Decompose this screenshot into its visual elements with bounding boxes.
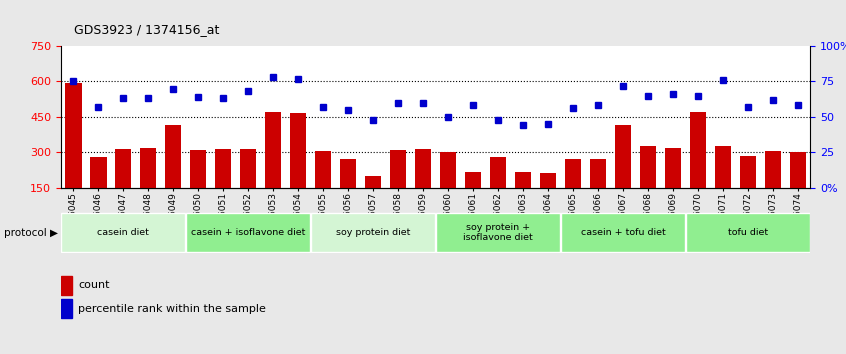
Bar xyxy=(540,173,556,188)
Text: percentile rank within the sample: percentile rank within the sample xyxy=(78,304,266,314)
Text: count: count xyxy=(78,280,109,291)
Bar xyxy=(140,148,157,188)
Bar xyxy=(290,113,306,188)
FancyBboxPatch shape xyxy=(311,213,435,252)
Bar xyxy=(640,146,656,188)
FancyBboxPatch shape xyxy=(561,213,685,252)
Bar xyxy=(665,148,681,188)
Bar xyxy=(215,149,232,188)
Bar xyxy=(690,112,706,188)
Bar xyxy=(91,157,107,188)
Text: soy protein diet: soy protein diet xyxy=(336,228,410,237)
Text: GDS3923 / 1374156_at: GDS3923 / 1374156_at xyxy=(74,23,220,36)
Text: casein diet: casein diet xyxy=(97,228,149,237)
Bar xyxy=(590,159,607,188)
Bar xyxy=(340,159,356,188)
FancyBboxPatch shape xyxy=(437,213,560,252)
Bar xyxy=(65,82,81,188)
Bar xyxy=(465,172,481,188)
Bar xyxy=(265,112,282,188)
Bar xyxy=(765,151,781,188)
Text: protocol ▶: protocol ▶ xyxy=(4,228,58,238)
Bar xyxy=(415,149,431,188)
FancyBboxPatch shape xyxy=(186,213,310,252)
Text: casein + tofu diet: casein + tofu diet xyxy=(580,228,666,237)
Bar xyxy=(115,149,131,188)
Text: casein + isoflavone diet: casein + isoflavone diet xyxy=(191,228,305,237)
Bar xyxy=(365,176,382,188)
FancyBboxPatch shape xyxy=(62,213,185,252)
Bar xyxy=(740,156,756,188)
Bar xyxy=(515,172,531,188)
Bar xyxy=(715,146,731,188)
Text: tofu diet: tofu diet xyxy=(728,228,768,237)
Bar xyxy=(165,125,181,188)
Bar xyxy=(61,299,72,318)
Bar xyxy=(240,149,256,188)
Bar xyxy=(440,152,456,188)
Bar xyxy=(390,150,406,188)
Bar xyxy=(61,276,72,295)
Bar xyxy=(615,125,631,188)
Bar xyxy=(790,152,806,188)
Bar xyxy=(490,157,506,188)
Bar xyxy=(316,151,332,188)
FancyBboxPatch shape xyxy=(686,213,810,252)
Text: soy protein +
isoflavone diet: soy protein + isoflavone diet xyxy=(464,223,533,242)
Bar xyxy=(190,150,206,188)
Bar xyxy=(565,159,581,188)
